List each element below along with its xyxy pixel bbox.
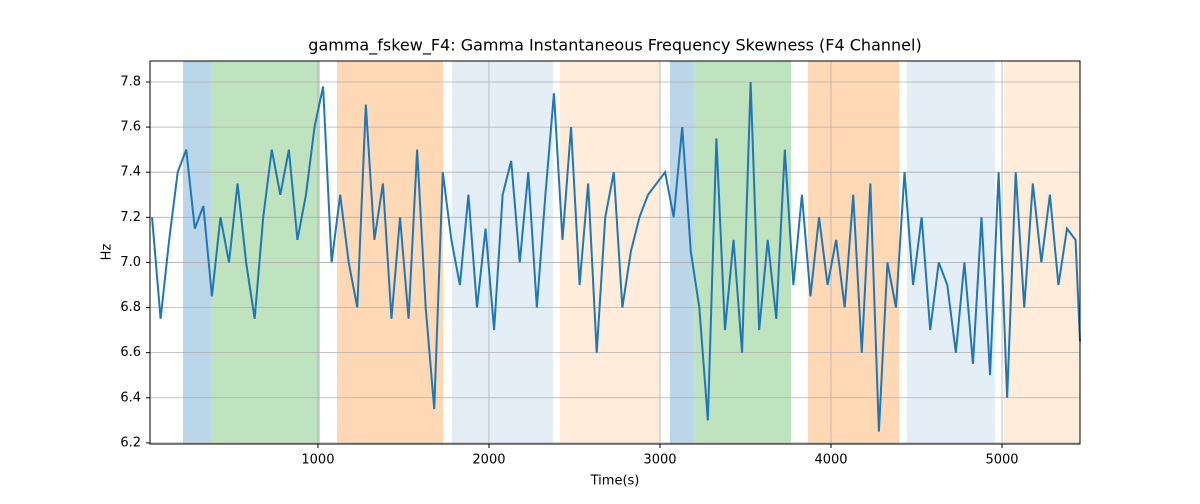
- y-tick-label: 6.2: [120, 435, 141, 450]
- shaded-span: [669, 61, 693, 444]
- data-line: [151, 81, 1081, 432]
- shaded-span: [336, 61, 443, 444]
- y-tick-label: 7.4: [120, 165, 141, 180]
- x-axis-label: Time(s): [590, 474, 640, 489]
- y-tick-label: 6.6: [120, 345, 141, 360]
- shaded-span: [692, 61, 791, 444]
- y-tick-label: 6.8: [120, 300, 141, 315]
- shaded-span: [183, 61, 211, 444]
- shaded-span: [559, 61, 660, 444]
- plot-frame: [149, 60, 1081, 445]
- shaded-span: [452, 61, 553, 444]
- chart-title: gamma_fskew_F4: Gamma Instantaneous Freq…: [308, 36, 921, 56]
- y-tick-label: 6.4: [120, 390, 141, 405]
- shaded-span: [906, 61, 996, 444]
- x-tick-label: 3000: [643, 453, 676, 468]
- x-tick-label: 1000: [301, 453, 334, 468]
- shaded-span: [807, 61, 900, 444]
- x-tick-label: 4000: [814, 453, 847, 468]
- y-tick-label: 7.8: [120, 74, 141, 89]
- y-tick-label: 7.6: [120, 120, 141, 135]
- x-tick-label: 2000: [472, 453, 505, 468]
- shaded-span: [210, 61, 320, 444]
- x-tick-label: 5000: [985, 453, 1018, 468]
- y-axis-label: Hz: [100, 244, 115, 261]
- y-tick-label: 7.0: [120, 255, 141, 270]
- y-tick-label: 7.2: [120, 210, 141, 225]
